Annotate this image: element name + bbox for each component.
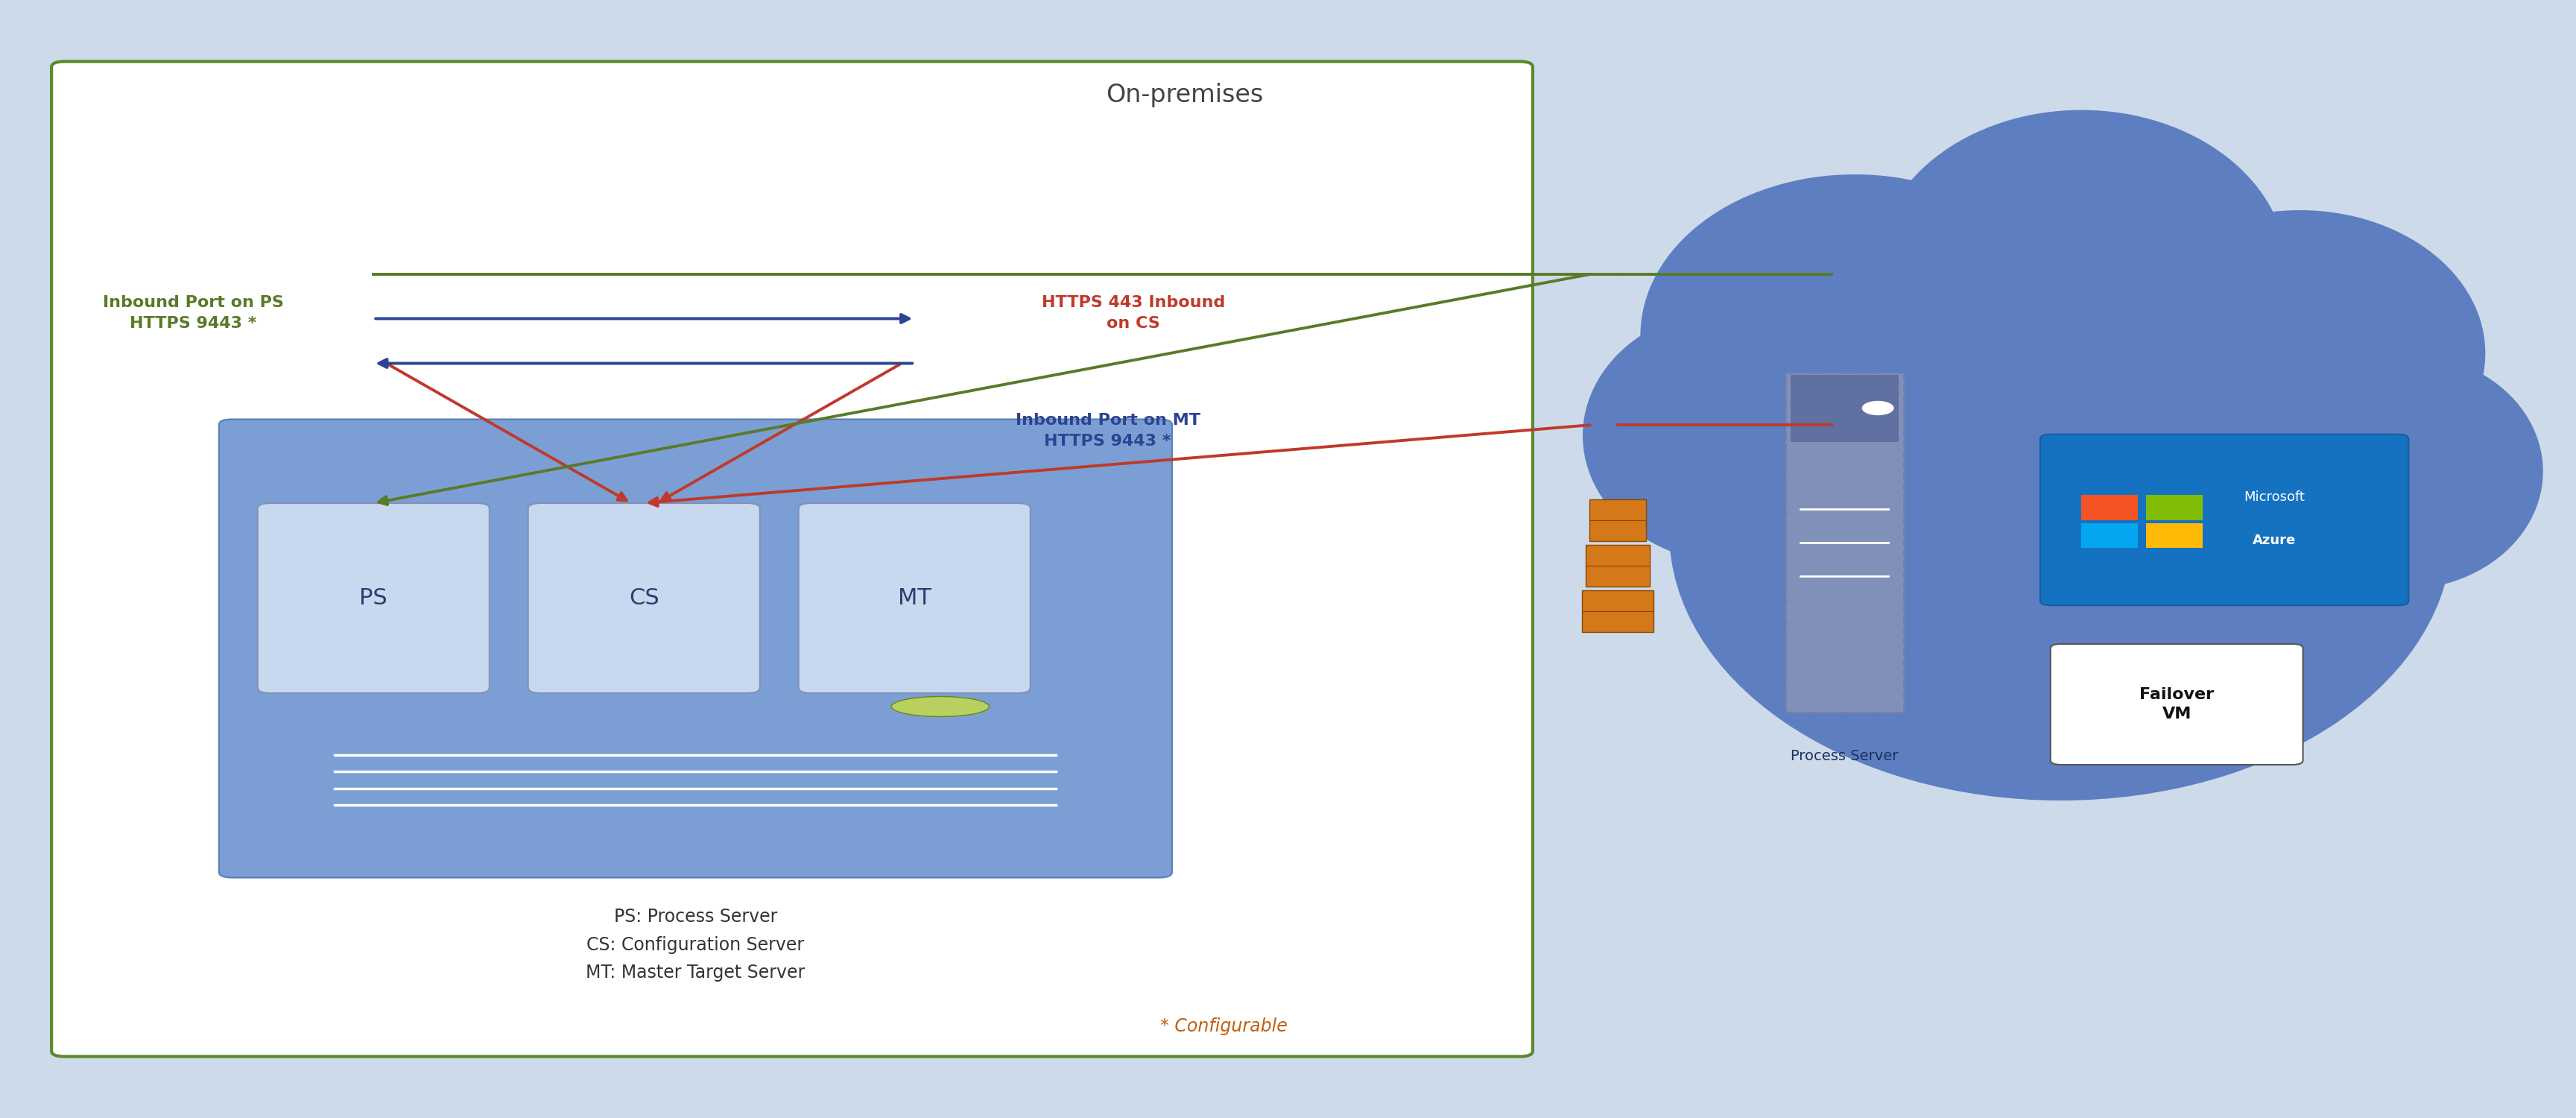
FancyBboxPatch shape [1584, 544, 1649, 586]
Text: PS: Process Server
CS: Configuration Server
MT: Master Target Server: PS: Process Server CS: Configuration Ser… [585, 908, 806, 982]
Ellipse shape [1875, 110, 2287, 432]
Circle shape [1862, 401, 1893, 415]
FancyBboxPatch shape [52, 61, 1533, 1057]
Text: Inbound Port on PS
HTTPS 9443 *: Inbound Port on PS HTTPS 9443 * [103, 295, 283, 331]
Ellipse shape [1582, 306, 1896, 565]
FancyBboxPatch shape [2081, 495, 2138, 520]
Text: Process Server: Process Server [1790, 749, 1899, 764]
FancyBboxPatch shape [2146, 523, 2202, 548]
FancyBboxPatch shape [2040, 434, 2409, 606]
Text: Microsoft: Microsoft [2244, 491, 2306, 504]
FancyBboxPatch shape [2050, 644, 2303, 765]
Ellipse shape [1641, 174, 2069, 496]
FancyBboxPatch shape [1589, 500, 1646, 541]
FancyBboxPatch shape [1582, 590, 1654, 632]
FancyBboxPatch shape [219, 419, 1172, 878]
FancyBboxPatch shape [1785, 372, 1904, 712]
FancyBboxPatch shape [1790, 375, 1899, 442]
Text: Azure: Azure [2254, 533, 2295, 547]
Text: * Configurable: * Configurable [1159, 1017, 1288, 1035]
FancyBboxPatch shape [258, 503, 489, 693]
FancyBboxPatch shape [2146, 495, 2202, 520]
Text: On-premises: On-premises [1105, 83, 1265, 107]
FancyBboxPatch shape [528, 503, 760, 693]
FancyBboxPatch shape [2081, 523, 2138, 548]
Ellipse shape [1669, 264, 2452, 800]
Text: CS: CS [629, 587, 659, 609]
Text: Failover
VM: Failover VM [2141, 688, 2213, 721]
Text: PS: PS [361, 587, 386, 609]
Ellipse shape [2262, 353, 2543, 589]
FancyBboxPatch shape [799, 503, 1030, 693]
Ellipse shape [891, 697, 989, 717]
Text: MT: MT [899, 587, 930, 609]
Text: Inbound Port on MT
HTTPS 9443 *: Inbound Port on MT HTTPS 9443 * [1015, 413, 1200, 448]
Text: HTTPS 443 Inbound
on CS: HTTPS 443 Inbound on CS [1041, 295, 1226, 331]
Ellipse shape [2115, 210, 2486, 496]
